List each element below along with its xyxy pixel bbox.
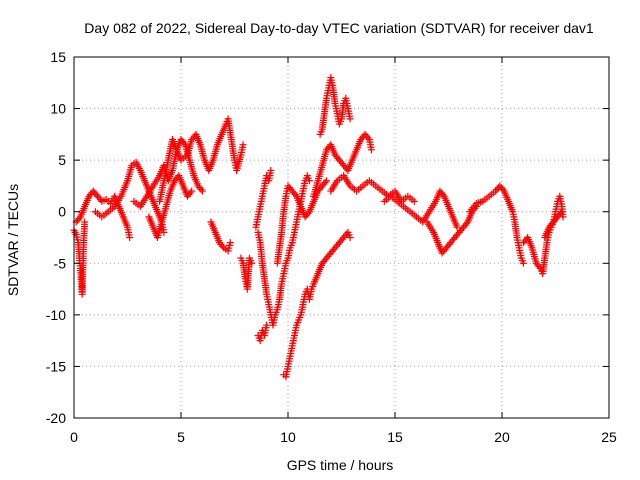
series-sat-q: [380, 187, 461, 231]
data-point: [239, 141, 247, 149]
data-point: [410, 197, 418, 205]
data-point: [81, 218, 89, 226]
data-point: [323, 177, 331, 185]
data-point: [556, 209, 564, 217]
data-point: [346, 234, 354, 241]
y-axis-label: SDTVAR / TECUs: [5, 184, 21, 296]
x-tick-label: 15: [387, 429, 403, 445]
series-sat-i: [254, 172, 313, 329]
series-sat-o: [310, 130, 375, 200]
data-points: [70, 74, 567, 381]
data-point: [499, 185, 507, 193]
data-point: [364, 134, 372, 142]
series-sat-f: [145, 172, 196, 241]
y-tick-label: -20: [46, 410, 66, 426]
data-point: [160, 228, 168, 236]
y-tick-label: 10: [50, 101, 66, 117]
series-sat-u: [541, 208, 566, 241]
y-tick-label: 15: [50, 49, 66, 65]
data-point: [558, 208, 566, 216]
series-sat-a: [70, 218, 89, 298]
data-point: [453, 223, 461, 231]
series-sat-k: [252, 166, 275, 231]
y-tick-label: 5: [58, 152, 66, 168]
series-sat-s: [466, 182, 527, 267]
series-sat-m: [280, 228, 354, 381]
y-tick-label: -10: [46, 307, 66, 323]
y-tick-labels: -20 -15 -10 -5 0 5 10 15: [46, 49, 66, 426]
x-tick-label: 5: [177, 429, 185, 445]
axis-ticks: [73, 56, 610, 419]
x-tick-label: 20: [494, 429, 510, 445]
data-point: [304, 209, 312, 217]
data-point: [226, 239, 234, 247]
series-sat-e: [156, 115, 247, 205]
series-sat-g: [207, 218, 234, 255]
x-tick-label: 10: [280, 429, 296, 445]
series-sat-n: [316, 74, 354, 138]
data-point: [263, 321, 271, 329]
data-point: [248, 259, 256, 267]
data-point: [305, 177, 313, 185]
data-point: [267, 166, 275, 174]
data-point: [75, 215, 83, 223]
data-point: [346, 115, 354, 123]
data-point: [321, 178, 329, 186]
data-point: [291, 191, 299, 199]
x-tick-label: 25: [601, 429, 617, 445]
y-tick-label: -15: [46, 358, 66, 374]
x-tick-label: 0: [70, 429, 78, 445]
plot-frame: [73, 56, 610, 419]
data-point: [180, 139, 188, 147]
series-sat-l: [273, 177, 331, 267]
data-point: [126, 234, 134, 241]
y-tick-label: -5: [54, 255, 67, 271]
x-tick-labels: 0 5 10 15 20 25: [70, 429, 617, 445]
x-axis-label: GPS time / hours: [287, 457, 394, 473]
data-point: [197, 185, 205, 193]
data-point: [462, 220, 470, 228]
data-point: [188, 187, 196, 195]
series-sat-p: [327, 172, 418, 205]
data-point: [439, 191, 447, 199]
data-point: [198, 187, 206, 195]
series-sat-t: [519, 192, 567, 278]
series-sat-c: [91, 158, 168, 236]
data-point: [218, 242, 226, 250]
y-tick-label: 0: [58, 204, 66, 220]
data-point: [186, 189, 194, 197]
series-sat-j: [254, 321, 271, 345]
data-point: [367, 146, 375, 154]
data-point: [519, 259, 527, 267]
grid: [74, 57, 609, 418]
chart-title: Day 082 of 2022, Sidereal Day-to-day VTE…: [84, 20, 594, 36]
series-sat-b: [72, 187, 134, 241]
series-sat-h: [237, 254, 256, 293]
